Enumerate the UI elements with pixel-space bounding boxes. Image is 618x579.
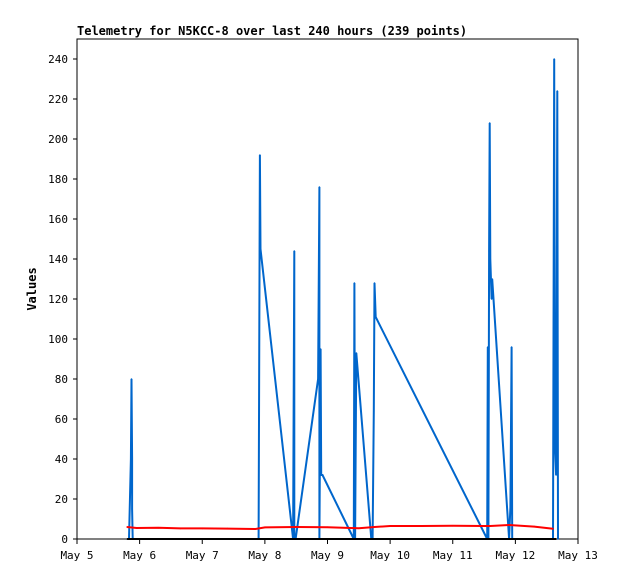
y-tick-label: 60 [55,413,68,426]
data-point [259,154,261,156]
data-point [318,186,321,188]
plot-frame [76,38,579,540]
data-point [358,527,360,529]
data-point [488,122,491,124]
data-point [135,527,138,529]
data-point [355,352,358,354]
y-tick-label: 140 [48,253,68,266]
data-point [389,525,391,527]
data-point [533,525,535,528]
data-point [320,474,323,476]
data-point [293,250,296,252]
y-tick-label: 0 [61,533,68,546]
x-tick-label: May 6 [123,549,156,562]
data-point [374,316,377,318]
data-point [555,538,557,540]
data-point [157,527,160,529]
data-point [557,538,559,540]
data-point [452,525,454,527]
x-tick-label: May 8 [248,549,281,562]
x-tick-label: May 12 [496,549,536,562]
axis-layer: 0 20 40 60 80 100 120 140 160 180 200 220 240 May 5 Ma… [48,53,598,562]
data-point [259,248,262,250]
y-tick-label: 200 [48,133,68,146]
x-tick-label: May 10 [370,549,410,562]
y-tick-label: 20 [55,493,68,506]
data-point [555,474,557,476]
x-tick-label: May 11 [433,549,473,562]
data-point [489,525,492,527]
x-tick-label: May 13 [558,549,598,562]
data-point [131,458,133,460]
y-axis-label: Values [25,267,39,310]
x-tick-label: May 7 [186,549,219,562]
data-point [554,442,556,444]
data-point [264,526,266,529]
data-point [126,538,128,540]
data-point [373,282,376,284]
data-point [130,378,133,380]
data-point [295,526,298,528]
x-tick-label: May 9 [311,549,344,562]
data-point [201,527,204,530]
data-point [373,410,375,412]
series-line-2 [126,523,554,531]
y-tick-label: 160 [48,213,68,226]
y-tick-label: 40 [55,453,68,466]
data-point [489,258,492,260]
data-point [553,58,555,60]
data-point [126,526,128,528]
series-line-1 [128,58,559,540]
data-point [353,282,356,284]
x-tick-label: May 5 [60,549,93,562]
data-point [317,378,319,380]
data-point [254,528,257,530]
y-tick-label: 100 [48,333,68,346]
data-point [556,90,559,92]
data-point [552,528,554,530]
data-point [488,250,490,252]
data-point [491,278,494,280]
data-point [226,527,229,530]
data-point [319,348,322,350]
data-point [487,346,489,348]
series-layer [126,58,559,540]
data-point [509,506,512,508]
y-tick-label: 220 [48,93,68,106]
chart-title: Telemetry for N5KCC-8 over last 240 hour… [77,24,467,38]
data-point [179,527,182,530]
data-point [490,298,493,300]
data-point [131,508,133,510]
y-tick-label: 180 [48,173,68,186]
data-point [483,525,485,527]
y-tick-label: 80 [55,373,68,386]
data-point [508,524,510,526]
data-point [420,525,423,527]
data-point [130,458,132,460]
data-point [321,474,324,476]
data-point [373,526,376,528]
data-point [326,526,329,528]
y-tick-label: 240 [48,53,68,66]
data-point [510,346,513,348]
y-tick-label: 120 [48,293,68,306]
